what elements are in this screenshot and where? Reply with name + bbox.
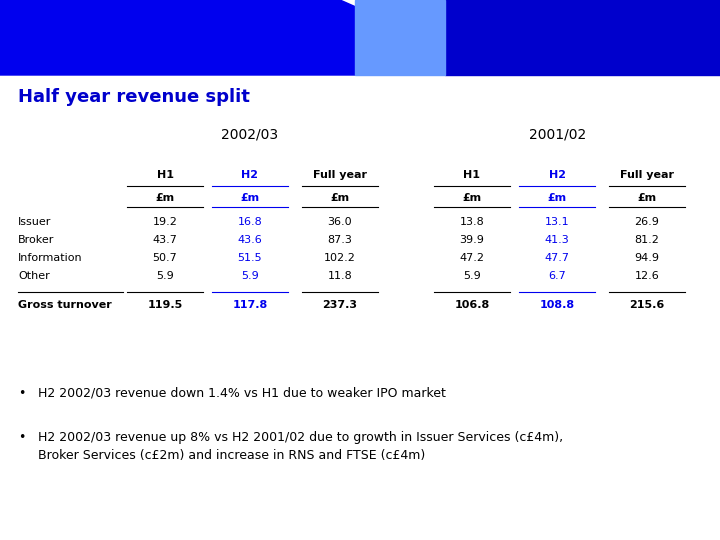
Text: Broker: Broker	[18, 235, 55, 245]
Text: Full year: Full year	[620, 170, 674, 180]
Text: 51.5: 51.5	[238, 253, 262, 263]
Text: 102.2: 102.2	[324, 253, 356, 263]
Text: 39.9: 39.9	[459, 235, 485, 245]
Text: Information: Information	[18, 253, 83, 263]
Text: H2 2002/03 revenue up 8% vs H2 2001/02 due to growth in Issuer Services (c£4m),: H2 2002/03 revenue up 8% vs H2 2001/02 d…	[38, 430, 563, 443]
Text: 43.6: 43.6	[238, 235, 262, 245]
Text: 2002/03: 2002/03	[222, 128, 279, 142]
Text: H2: H2	[549, 170, 565, 180]
Text: Issuer: Issuer	[18, 217, 51, 227]
Text: 106.8: 106.8	[454, 300, 490, 310]
Text: 12.6: 12.6	[634, 271, 660, 281]
Text: 5.9: 5.9	[156, 271, 174, 281]
Text: 36.0: 36.0	[328, 217, 352, 227]
Text: H2: H2	[241, 170, 258, 180]
Text: H2 2002/03 revenue down 1.4% vs H1 due to weaker IPO market: H2 2002/03 revenue down 1.4% vs H1 due t…	[38, 387, 446, 400]
Text: £m: £m	[462, 193, 482, 203]
Text: 13.8: 13.8	[459, 217, 485, 227]
Text: Broker Services (c£2m) and increase in RNS and FTSE (c£4m): Broker Services (c£2m) and increase in R…	[38, 449, 426, 462]
Text: 19.2: 19.2	[153, 217, 177, 227]
Text: •: •	[18, 387, 26, 400]
Text: H1: H1	[464, 170, 480, 180]
Text: 43.7: 43.7	[153, 235, 177, 245]
Text: £m: £m	[156, 193, 174, 203]
Text: 5.9: 5.9	[241, 271, 259, 281]
Text: 81.2: 81.2	[634, 235, 660, 245]
Text: 215.6: 215.6	[629, 300, 665, 310]
Text: 5.9: 5.9	[463, 271, 481, 281]
Text: Full year: Full year	[313, 170, 367, 180]
Text: 50.7: 50.7	[153, 253, 177, 263]
Text: 11.8: 11.8	[328, 271, 352, 281]
Text: 87.3: 87.3	[328, 235, 352, 245]
Text: 117.8: 117.8	[233, 300, 268, 310]
Text: 108.8: 108.8	[539, 300, 575, 310]
Text: Half year revenue split: Half year revenue split	[18, 88, 250, 106]
Text: 26.9: 26.9	[634, 217, 660, 227]
Text: •: •	[18, 430, 26, 443]
Text: 119.5: 119.5	[148, 300, 183, 310]
Text: £m: £m	[330, 193, 350, 203]
Text: £m: £m	[637, 193, 657, 203]
Text: 47.2: 47.2	[459, 253, 485, 263]
Text: Other: Other	[18, 271, 50, 281]
Text: H1: H1	[156, 170, 174, 180]
Text: 41.3: 41.3	[544, 235, 570, 245]
Text: Gross turnover: Gross turnover	[18, 300, 112, 310]
Text: 2001/02: 2001/02	[529, 128, 587, 142]
Text: 47.7: 47.7	[544, 253, 570, 263]
Text: £m: £m	[240, 193, 260, 203]
Text: £m: £m	[547, 193, 567, 203]
Text: 13.1: 13.1	[545, 217, 570, 227]
Text: 16.8: 16.8	[238, 217, 262, 227]
Text: 6.7: 6.7	[548, 271, 566, 281]
Text: 94.9: 94.9	[634, 253, 660, 263]
Text: 237.3: 237.3	[323, 300, 358, 310]
